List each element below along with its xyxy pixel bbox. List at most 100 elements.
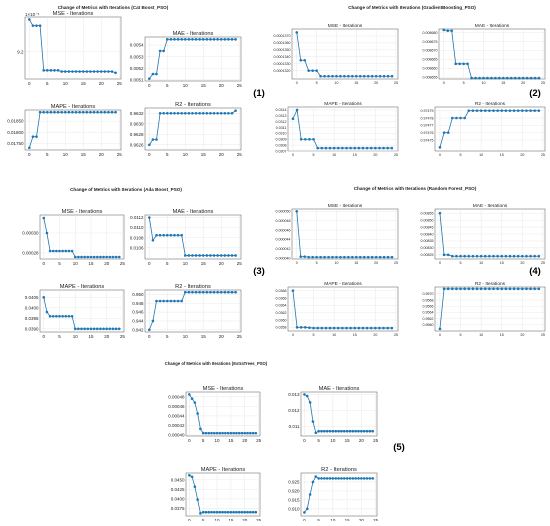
y-tick-label: 0.0450 <box>171 477 185 482</box>
y-tick-label: 0.9570 <box>423 292 434 296</box>
data-point <box>216 254 219 257</box>
x-tick-label: 0 <box>188 438 191 443</box>
x-tick-label: 5 <box>166 261 169 266</box>
y-tick-label: 0.00855 <box>421 211 434 215</box>
data-point <box>205 290 209 294</box>
x-tick-label: 25 <box>120 334 126 339</box>
data-point <box>155 72 158 76</box>
data-point <box>92 110 96 114</box>
data-point <box>336 146 340 150</box>
y-tick-label: 0.000042 <box>276 247 291 251</box>
y-tick-label: 0.0400 <box>171 496 185 501</box>
figure-1: Change of Metrics with Iterations (Cat B… <box>58 5 265 99</box>
plot-area <box>144 289 242 333</box>
y-tick-label: 0.000044 <box>276 238 291 242</box>
data-point <box>73 255 77 259</box>
data-point <box>347 74 350 78</box>
data-point <box>117 255 121 259</box>
data-point <box>295 210 299 213</box>
data-point <box>230 254 234 257</box>
x-tick-label: 5 <box>58 334 61 339</box>
data-point <box>107 110 110 114</box>
data-point <box>319 74 322 78</box>
data-point <box>316 326 319 330</box>
data-point <box>529 76 533 80</box>
y-tick-label: 0.9630 <box>130 121 144 126</box>
data-point <box>55 314 58 318</box>
y-tick-label: 0.0309 <box>276 138 287 142</box>
y-tick-label: 0.012 <box>288 408 300 413</box>
data-point <box>312 137 315 141</box>
data-point <box>194 38 198 41</box>
subplot: 0 5 10 15 20 25 9.2 1×10⁻⁵ MSE - Iterations <box>17 11 122 86</box>
data-point <box>92 255 96 259</box>
subplot-title: MAPE - Iterations <box>51 104 96 110</box>
data-point <box>317 477 320 480</box>
y-tick-label: 0.0106 <box>130 245 144 250</box>
data-point <box>488 254 491 258</box>
data-point <box>229 510 233 514</box>
data-point <box>114 71 117 75</box>
data-point <box>343 74 346 78</box>
data-point <box>303 393 306 396</box>
data-point <box>332 146 336 150</box>
data-point <box>212 254 216 257</box>
plot-area <box>300 391 378 437</box>
figure-title: Change of Metrics with Iterations (Rando… <box>354 186 477 191</box>
figure-marker: (1) <box>253 88 265 99</box>
data-point <box>73 327 77 331</box>
data-point <box>86 255 90 259</box>
data-point <box>305 507 309 511</box>
x-tick-label: 0 <box>439 261 441 265</box>
x-tick-label: 0 <box>43 334 46 339</box>
x-tick-label: 15 <box>201 152 207 157</box>
y-tick-label: 0.920 <box>288 488 300 493</box>
y-tick-label: 0.0368 <box>276 289 287 293</box>
data-point <box>183 254 187 257</box>
y-tick-label: 0.01850 <box>7 119 24 124</box>
data-point <box>303 255 307 258</box>
data-point <box>529 287 532 291</box>
figure-4: Change of Metrics with Iterations (Rando… <box>354 186 541 277</box>
y-tick-label: 0.008680 <box>423 31 438 35</box>
data-point <box>295 326 299 329</box>
data-point <box>173 299 176 303</box>
data-point <box>332 326 336 330</box>
data-point <box>386 255 390 259</box>
data-point <box>212 290 216 294</box>
data-point <box>230 38 234 41</box>
data-point <box>165 233 169 237</box>
x-tick-label: 25 <box>541 81 545 85</box>
data-point <box>31 24 35 27</box>
data-point <box>463 287 466 291</box>
x-tick-label: 25 <box>117 152 123 157</box>
data-point <box>227 254 230 257</box>
data-point <box>525 109 528 112</box>
data-point <box>305 394 309 398</box>
data-point <box>176 111 180 115</box>
data-point <box>504 109 508 112</box>
data-point <box>315 255 318 259</box>
data-point <box>45 69 49 72</box>
subplot-title: MSE - Iterations <box>62 209 103 215</box>
data-point <box>194 290 198 294</box>
data-point <box>334 477 338 480</box>
data-point <box>81 70 85 73</box>
data-point <box>114 255 118 259</box>
x-tick-label: 20 <box>219 152 225 157</box>
y-tick-label: 0.00044 <box>168 413 185 418</box>
x-tick-label: 20 <box>104 334 110 339</box>
data-point <box>148 143 151 147</box>
subplot: 0 5 10 15 20 25 0.9560 0.9562 0.9564 0.9566 0.9568… <box>423 281 546 337</box>
data-point <box>521 76 525 80</box>
data-point <box>455 287 458 291</box>
y-tick-label: 0.00048 <box>168 394 185 399</box>
x-tick-label: 5 <box>463 81 465 85</box>
data-point <box>53 110 56 114</box>
x-tick-label: 10 <box>334 261 338 265</box>
data-point <box>48 249 52 253</box>
data-point <box>45 310 49 314</box>
data-point <box>529 109 532 112</box>
data-point <box>340 429 343 433</box>
data-point <box>475 287 479 291</box>
